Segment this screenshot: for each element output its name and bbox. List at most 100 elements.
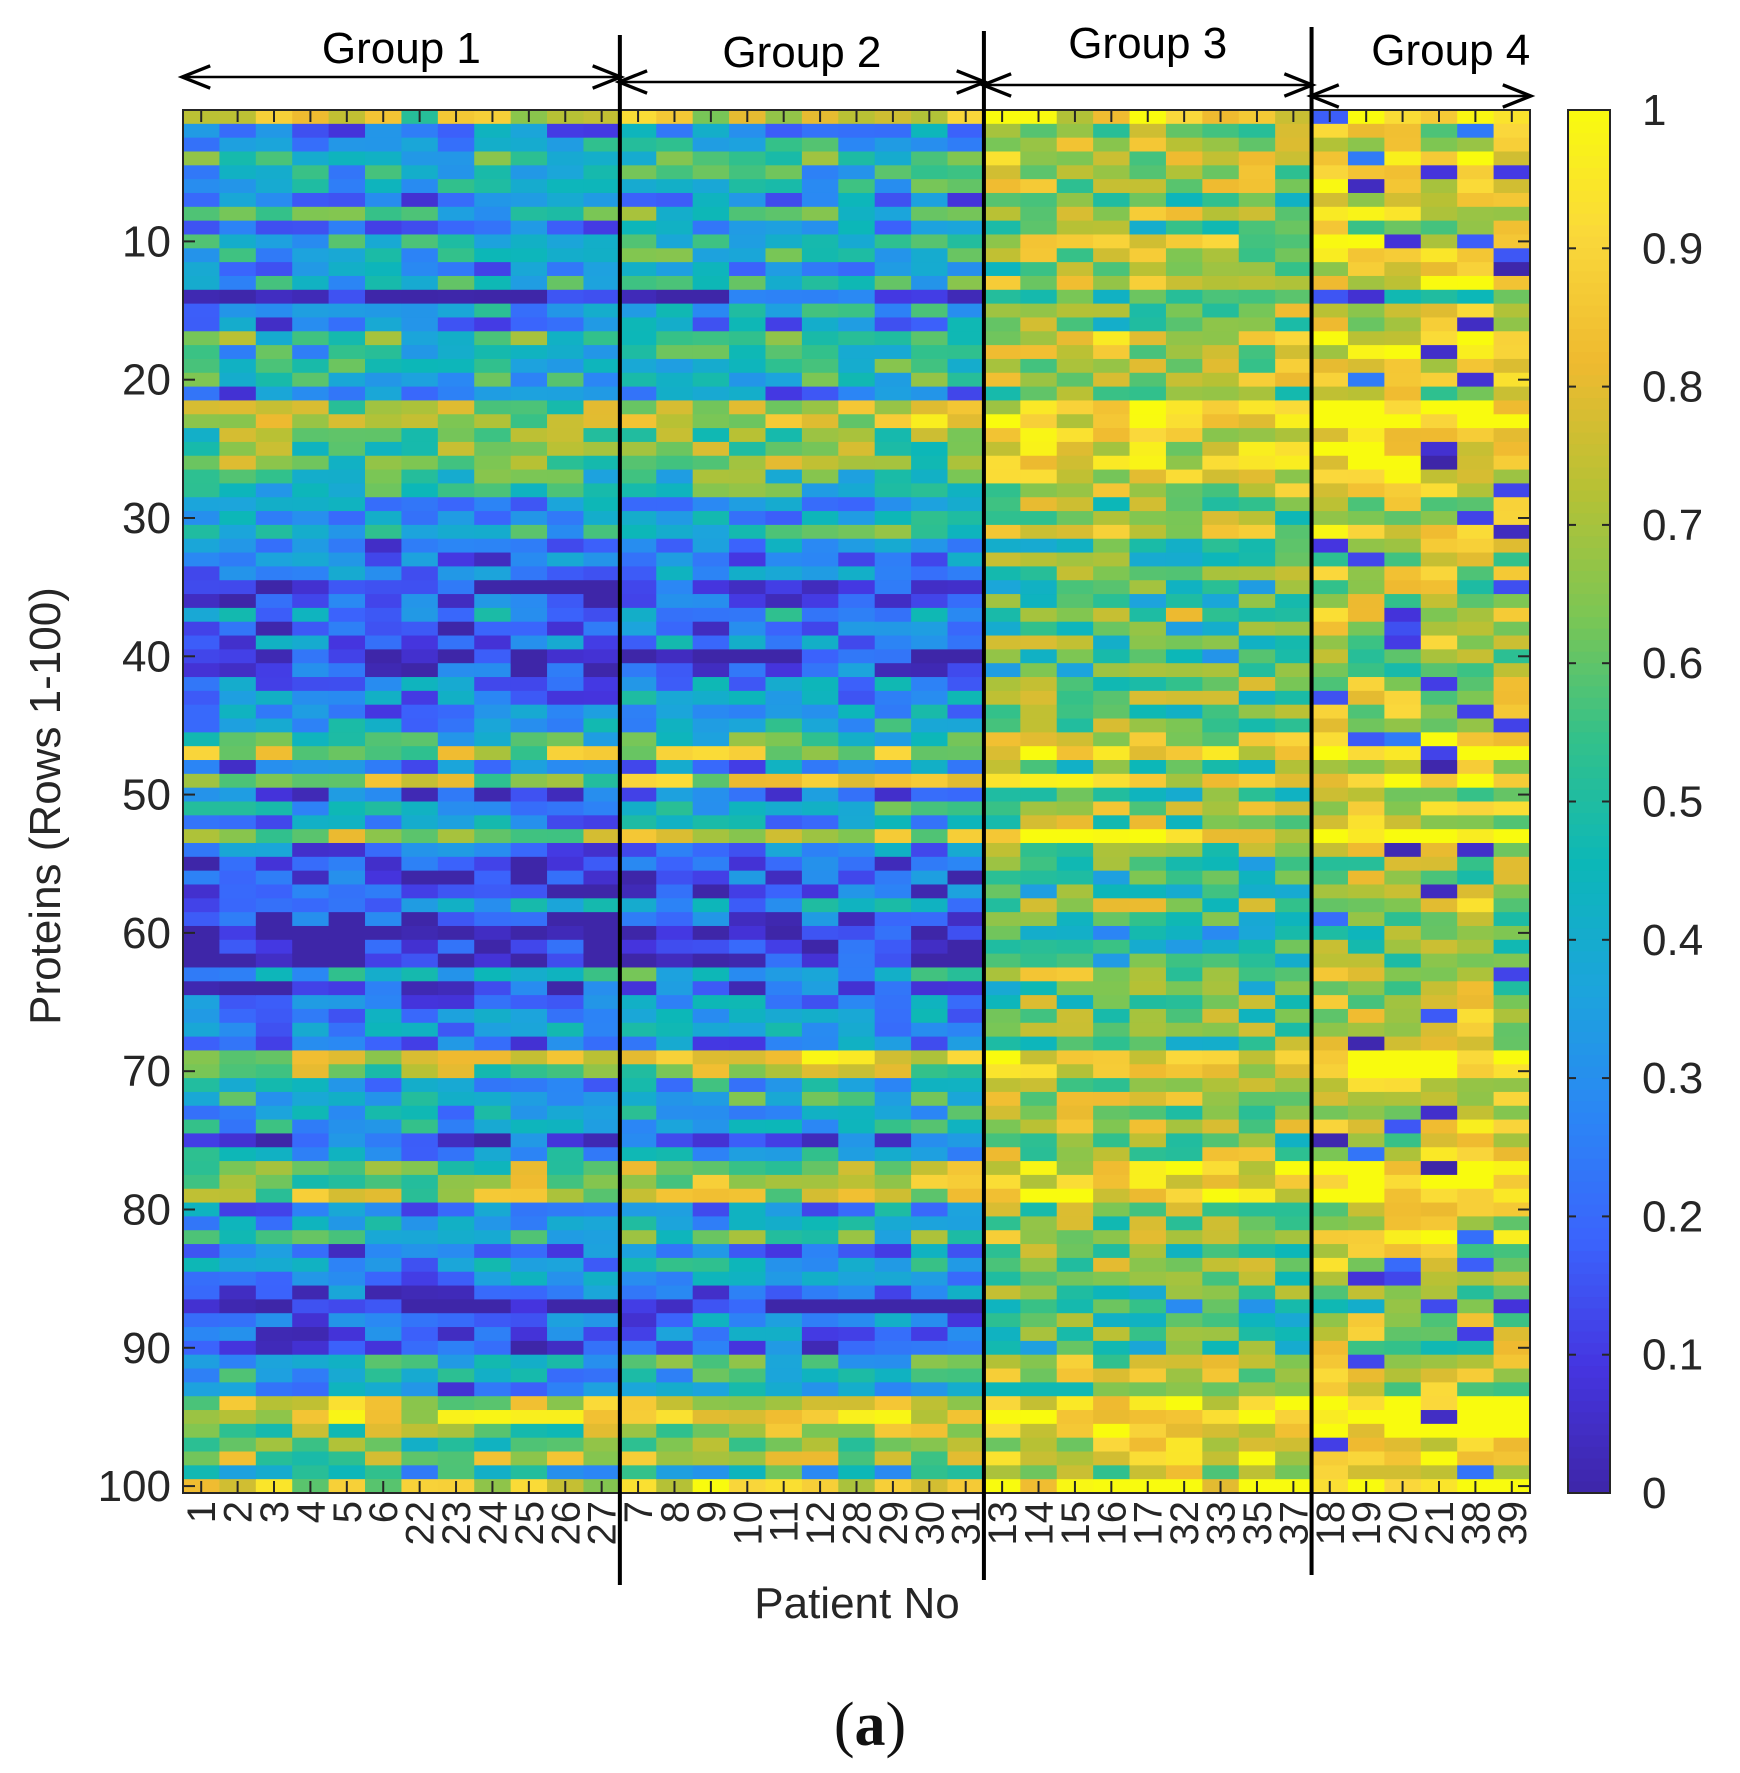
heatmap-cell bbox=[474, 1119, 512, 1135]
heatmap-cell bbox=[1457, 773, 1495, 789]
heatmap-cell bbox=[983, 842, 1021, 858]
heatmap-cell bbox=[983, 1036, 1021, 1052]
heatmap-cell bbox=[547, 455, 585, 471]
heatmap-cell bbox=[328, 400, 366, 415]
heatmap-cell bbox=[1275, 939, 1313, 955]
heatmap-cell bbox=[1056, 870, 1094, 886]
colorbar-gradient-segment bbox=[1568, 1423, 1610, 1436]
heatmap-cell bbox=[292, 358, 330, 374]
heatmap-cell bbox=[874, 234, 912, 249]
heatmap-cell bbox=[1275, 1285, 1313, 1300]
heatmap-cell bbox=[255, 1119, 293, 1135]
heatmap-cell bbox=[547, 1230, 585, 1245]
heatmap-cell bbox=[1020, 1050, 1058, 1065]
heatmap-cell bbox=[911, 760, 949, 775]
heatmap-cell bbox=[1457, 732, 1495, 747]
heatmap-cell bbox=[1347, 1465, 1385, 1480]
heatmap-cell bbox=[1384, 607, 1422, 623]
heatmap-cell bbox=[255, 1423, 293, 1439]
heatmap-cell bbox=[729, 884, 767, 899]
heatmap-cell bbox=[765, 179, 803, 194]
heatmap-cell bbox=[474, 524, 512, 540]
heatmap-cell bbox=[1347, 524, 1385, 540]
heatmap-cell bbox=[1275, 1327, 1313, 1342]
heatmap-cell bbox=[656, 1133, 694, 1148]
heatmap-cell bbox=[219, 760, 257, 775]
heatmap-cell bbox=[801, 469, 839, 485]
heatmap-cell bbox=[583, 1008, 621, 1024]
heatmap-cell bbox=[1020, 621, 1058, 637]
heatmap-cell bbox=[656, 829, 694, 844]
heatmap-cell bbox=[401, 925, 439, 941]
heatmap-cell bbox=[729, 912, 767, 927]
heatmap-cell bbox=[838, 289, 876, 305]
heatmap-cell bbox=[692, 455, 730, 471]
heatmap-cell bbox=[547, 1396, 585, 1411]
colorbar-gradient-segment bbox=[1568, 1469, 1610, 1483]
heatmap-cell bbox=[547, 718, 585, 733]
heatmap-cell bbox=[656, 386, 694, 402]
heatmap-cell bbox=[1202, 151, 1240, 166]
heatmap-cell bbox=[547, 483, 585, 498]
heatmap-cell bbox=[1493, 1091, 1531, 1107]
heatmap-cell bbox=[328, 1230, 366, 1245]
heatmap-cell bbox=[874, 192, 912, 208]
heatmap-cell bbox=[1202, 1368, 1240, 1383]
heatmap-cell bbox=[219, 1340, 257, 1356]
heatmap-cell bbox=[292, 234, 330, 249]
heatmap-cell bbox=[1420, 1257, 1458, 1273]
heatmap-cell bbox=[983, 123, 1021, 139]
heatmap-cell bbox=[328, 649, 366, 664]
heatmap-cell bbox=[838, 1285, 876, 1300]
heatmap-cell bbox=[1093, 358, 1131, 374]
heatmap-cell bbox=[1457, 718, 1495, 733]
heatmap-cell bbox=[583, 358, 621, 374]
heatmap-cell bbox=[547, 870, 585, 886]
heatmap-cell bbox=[1384, 345, 1422, 360]
heatmap-cell bbox=[1165, 1285, 1203, 1300]
heatmap-cell bbox=[692, 1174, 730, 1190]
heatmap-cell bbox=[474, 690, 512, 706]
heatmap-cell bbox=[983, 856, 1021, 872]
heatmap-cell bbox=[1457, 275, 1495, 291]
colorbar-gradient-segment bbox=[1568, 997, 1610, 1010]
heatmap-cell bbox=[947, 1050, 985, 1065]
heatmap-cell bbox=[1056, 179, 1094, 194]
heatmap-cell bbox=[1020, 1396, 1058, 1411]
heatmap-cell bbox=[437, 884, 475, 899]
heatmap-cell bbox=[619, 497, 657, 512]
heatmap-cell bbox=[1275, 1174, 1313, 1190]
heatmap-cell bbox=[255, 414, 293, 429]
heatmap-cell bbox=[619, 400, 657, 415]
heatmap-cell bbox=[1311, 469, 1349, 485]
heatmap-cell bbox=[292, 1257, 330, 1273]
heatmap-cell bbox=[365, 1188, 403, 1204]
heatmap-cell bbox=[1311, 690, 1349, 706]
heatmap-cell bbox=[1056, 635, 1094, 650]
heatmap-cell bbox=[801, 1299, 839, 1314]
heatmap-cell bbox=[1311, 1368, 1349, 1383]
heatmap-cell bbox=[1347, 511, 1385, 526]
heatmap-cell bbox=[1093, 787, 1131, 803]
heatmap-cell bbox=[1129, 1133, 1167, 1148]
heatmap-cell bbox=[765, 1133, 803, 1148]
heatmap-cell bbox=[401, 192, 439, 208]
heatmap-cell bbox=[874, 884, 912, 899]
heatmap-cell bbox=[874, 469, 912, 485]
heatmap-cell bbox=[1129, 566, 1167, 581]
heatmap-cell bbox=[1457, 912, 1495, 927]
heatmap-cell bbox=[1311, 1451, 1349, 1466]
heatmap-cell bbox=[1275, 386, 1313, 402]
heatmap-cell bbox=[1129, 718, 1167, 733]
heatmap-cell bbox=[219, 1119, 257, 1135]
heatmap-cell bbox=[255, 1340, 293, 1356]
heatmap-cell bbox=[1311, 787, 1349, 803]
heatmap-cell bbox=[1347, 884, 1385, 899]
heatmap-cell bbox=[692, 912, 730, 927]
heatmap-cell bbox=[874, 621, 912, 637]
heatmap-cell bbox=[255, 621, 293, 637]
heatmap-cell bbox=[983, 773, 1021, 789]
heatmap-cell bbox=[765, 649, 803, 664]
heatmap-cell bbox=[1238, 262, 1276, 277]
heatmap-cell bbox=[1129, 1174, 1167, 1190]
